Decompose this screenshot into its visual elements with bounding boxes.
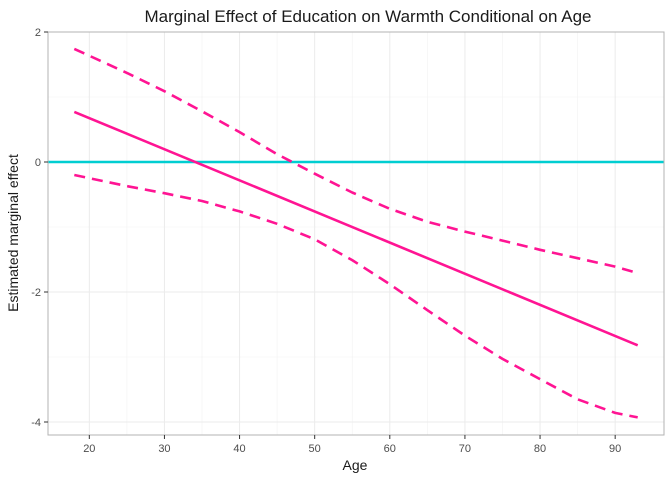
- axis-ticks: 20 30 40 50 60 70 80 90 -4 -2 0 2: [31, 27, 621, 455]
- y-axis-title: Estimated marginal effect: [5, 154, 21, 312]
- lower_ci-line: [74, 173, 638, 419]
- y-tick-label: -4: [31, 417, 41, 429]
- x-axis-title: Age: [343, 457, 368, 473]
- x-tick-label: 60: [384, 443, 396, 455]
- panel-border: [47, 31, 665, 436]
- estimate-line: [73, 110, 639, 347]
- x-tick-label: 20: [83, 443, 95, 455]
- x-tick-label: 70: [459, 443, 471, 455]
- y-tick-label: -2: [31, 287, 41, 299]
- x-tick-label: 90: [609, 443, 621, 455]
- chart-title: Marginal Effect of Education on Warmth C…: [145, 7, 592, 26]
- x-tick-label: 50: [309, 443, 321, 455]
- x-tick-label: 40: [233, 443, 245, 455]
- series-layer: [73, 47, 639, 419]
- x-tick-label: 30: [158, 443, 170, 455]
- x-tick-label: 80: [534, 443, 546, 455]
- upper_ci-line: [73, 47, 639, 275]
- y-tick-label: 2: [35, 27, 41, 39]
- y-tick-label: 0: [35, 157, 41, 169]
